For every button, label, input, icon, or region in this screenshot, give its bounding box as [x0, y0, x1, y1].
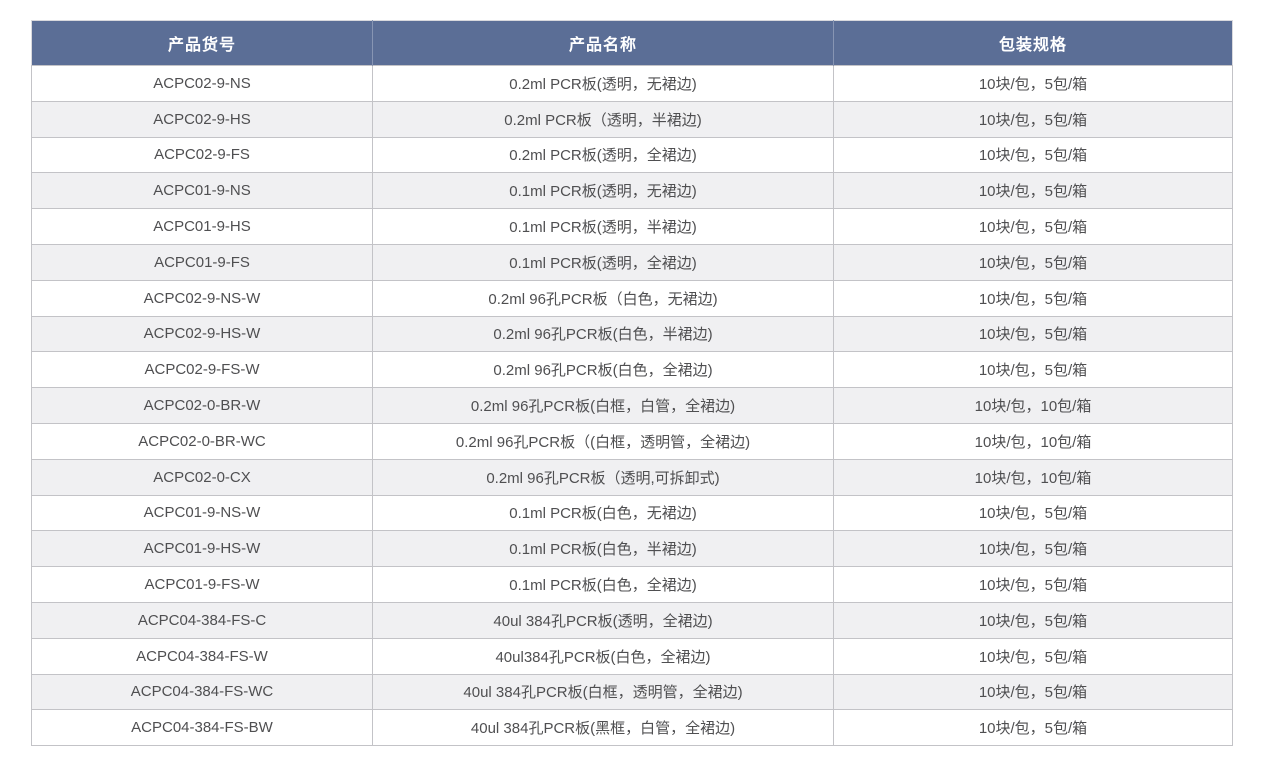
product-name-cell: 0.2ml 96孔PCR板（透明,可拆卸式)	[372, 458, 834, 496]
table-header-row: 产品货号 产品名称 包装规格	[31, 20, 1233, 66]
product-code-cell: ACPC04-384-FS-C	[31, 601, 373, 639]
column-header-product-name: 产品名称	[372, 20, 834, 66]
table-row: ACPC01-9-NS 0.1ml PCR板(透明，无裙边) 10块/包，5包/箱	[31, 172, 1233, 210]
packaging-spec-cell: 10块/包，5包/箱	[833, 172, 1233, 210]
product-name-cell: 0.2ml PCR板(透明，全裙边)	[372, 136, 834, 174]
product-name-cell: 0.2ml 96孔PCR板(白色，半裙边)	[372, 315, 834, 353]
packaging-spec-cell: 10块/包，5包/箱	[833, 243, 1233, 281]
product-code-cell: ACPC04-384-FS-WC	[31, 673, 373, 711]
table-row: ACPC02-9-NS-W 0.2ml 96孔PCR板（白色，无裙边) 10块/包，…	[31, 279, 1233, 317]
product-table: 产品货号 产品名称 包装规格 ACPC02-9-NS 0.2ml PCR板(透明，…	[31, 20, 1233, 747]
product-code-cell: ACPC04-384-FS-W	[31, 637, 373, 675]
packaging-spec-cell: 10块/包，5包/箱	[833, 315, 1233, 353]
product-name-cell: 0.2ml PCR板（透明，半裙边)	[372, 100, 834, 138]
product-code-cell: ACPC02-9-FS-W	[31, 351, 373, 389]
product-code-cell: ACPC02-0-BR-W	[31, 387, 373, 424]
table-row: ACPC04-384-FS-BW 40ul 384孔PCR板(黑框，白管，全裙边)…	[31, 709, 1233, 747]
product-code-cell: ACPC04-384-FS-BW	[31, 709, 373, 747]
product-code-cell: ACPC02-9-FS	[31, 136, 373, 174]
table-row: ACPC04-384-FS-C 40ul 384孔PCR板(透明，全裙边) 10块/…	[31, 601, 1233, 639]
product-name-cell: 0.1ml PCR板(透明，半裙边)	[372, 208, 834, 245]
product-name-cell: 0.2ml 96孔PCR板(白色，全裙边)	[372, 351, 834, 389]
packaging-spec-cell: 10块/包，10包/箱	[833, 458, 1233, 496]
product-code-cell: ACPC01-9-HS	[31, 208, 373, 245]
packaging-spec-cell: 10块/包，5包/箱	[833, 208, 1233, 245]
packaging-spec-cell: 10块/包，5包/箱	[833, 279, 1233, 317]
product-name-cell: 0.2ml 96孔PCR板（(白框，透明管，全裙边)	[372, 422, 834, 460]
packaging-spec-cell: 10块/包，10包/箱	[833, 387, 1233, 424]
packaging-spec-cell: 10块/包，5包/箱	[833, 566, 1233, 603]
product-name-cell: 0.2ml 96孔PCR板(白框，白管，全裙边)	[372, 387, 834, 424]
table-row: ACPC04-384-FS-WC 40ul 384孔PCR板(白框，透明管，全裙边…	[31, 673, 1233, 711]
packaging-spec-cell: 10块/包，5包/箱	[833, 351, 1233, 389]
packaging-spec-cell: 10块/包，5包/箱	[833, 601, 1233, 639]
table-row: ACPC02-9-FS 0.2ml PCR板(透明，全裙边) 10块/包，5包/箱	[31, 136, 1233, 174]
product-name-cell: 0.1ml PCR板(透明，全裙边)	[372, 243, 834, 281]
product-code-cell: ACPC01-9-NS	[31, 172, 373, 210]
product-code-cell: ACPC01-9-FS	[31, 243, 373, 281]
product-name-cell: 0.1ml PCR板(白色，无裙边)	[372, 494, 834, 532]
product-name-cell: 40ul 384孔PCR板(黑框，白管，全裙边)	[372, 709, 834, 747]
packaging-spec-cell: 10块/包，5包/箱	[833, 709, 1233, 747]
packaging-spec-cell: 10块/包，5包/箱	[833, 530, 1233, 568]
product-name-cell: 0.1ml PCR板(白色，半裙边)	[372, 530, 834, 568]
table-row: ACPC01-9-HS 0.1ml PCR板(透明，半裙边) 10块/包，5包/箱	[31, 208, 1233, 245]
packaging-spec-cell: 10块/包，5包/箱	[833, 637, 1233, 675]
product-name-cell: 40ul 384孔PCR板(透明，全裙边)	[372, 601, 834, 639]
packaging-spec-cell: 10块/包，5包/箱	[833, 65, 1233, 102]
product-code-cell: ACPC02-0-CX	[31, 458, 373, 496]
table-body: ACPC02-9-NS 0.2ml PCR板(透明，无裙边) 10块/包，5包/箱 A…	[31, 65, 1233, 747]
table-row: ACPC02-0-BR-WC 0.2ml 96孔PCR板（(白框，透明管，全裙边)…	[31, 422, 1233, 460]
product-code-cell: ACPC02-0-BR-WC	[31, 422, 373, 460]
table-row: ACPC02-9-FS-W 0.2ml 96孔PCR板(白色，全裙边) 10块/包，…	[31, 351, 1233, 389]
table-row: ACPC02-0-CX 0.2ml 96孔PCR板（透明,可拆卸式) 10块/包，1…	[31, 458, 1233, 496]
product-name-cell: 0.2ml PCR板(透明，无裙边)	[372, 65, 834, 102]
table-row: ACPC02-0-BR-W 0.2ml 96孔PCR板(白框，白管，全裙边) 10块…	[31, 387, 1233, 424]
product-code-cell: ACPC02-9-NS	[31, 65, 373, 102]
packaging-spec-cell: 10块/包，10包/箱	[833, 422, 1233, 460]
table-row: ACPC02-9-NS 0.2ml PCR板(透明，无裙边) 10块/包，5包/箱	[31, 65, 1233, 102]
table-row: ACPC01-9-FS-W 0.1ml PCR板(白色，全裙边) 10块/包，5包/…	[31, 566, 1233, 603]
table-row: ACPC01-9-HS-W 0.1ml PCR板(白色，半裙边) 10块/包，5包/…	[31, 530, 1233, 568]
packaging-spec-cell: 10块/包，5包/箱	[833, 673, 1233, 711]
product-code-cell: ACPC02-9-HS	[31, 100, 373, 138]
product-code-cell: ACPC02-9-HS-W	[31, 315, 373, 353]
product-name-cell: 0.1ml PCR板(白色，全裙边)	[372, 566, 834, 603]
table-row: ACPC01-9-FS 0.1ml PCR板(透明，全裙边) 10块/包，5包/箱	[31, 243, 1233, 281]
product-code-cell: ACPC02-9-NS-W	[31, 279, 373, 317]
column-header-product-code: 产品货号	[31, 20, 373, 66]
product-name-cell: 0.1ml PCR板(透明，无裙边)	[372, 172, 834, 210]
packaging-spec-cell: 10块/包，5包/箱	[833, 494, 1233, 532]
product-code-cell: ACPC01-9-NS-W	[31, 494, 373, 532]
table-row: ACPC01-9-NS-W 0.1ml PCR板(白色，无裙边) 10块/包，5包/…	[31, 494, 1233, 532]
table-row: ACPC02-9-HS 0.2ml PCR板（透明，半裙边) 10块/包，5包/箱	[31, 100, 1233, 138]
column-header-packaging-spec: 包装规格	[833, 20, 1233, 66]
product-code-cell: ACPC01-9-FS-W	[31, 566, 373, 603]
packaging-spec-cell: 10块/包，5包/箱	[833, 100, 1233, 138]
product-name-cell: 0.2ml 96孔PCR板（白色，无裙边)	[372, 279, 834, 317]
table-row: ACPC04-384-FS-W 40ul384孔PCR板(白色，全裙边) 10块/包…	[31, 637, 1233, 675]
product-code-cell: ACPC01-9-HS-W	[31, 530, 373, 568]
packaging-spec-cell: 10块/包，5包/箱	[833, 136, 1233, 174]
table-row: ACPC02-9-HS-W 0.2ml 96孔PCR板(白色，半裙边) 10块/包，…	[31, 315, 1233, 353]
product-name-cell: 40ul 384孔PCR板(白框，透明管，全裙边)	[372, 673, 834, 711]
product-name-cell: 40ul384孔PCR板(白色，全裙边)	[372, 637, 834, 675]
